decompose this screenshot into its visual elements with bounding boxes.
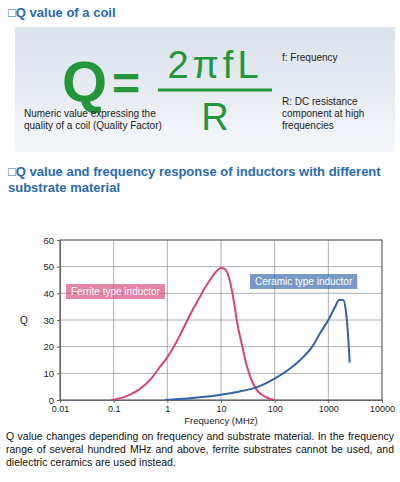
legend-item: Ceramic type inductor <box>250 274 357 289</box>
x-tick-label: 10 <box>216 404 226 414</box>
grid-line-y <box>60 346 382 347</box>
y-tick-label: 0 <box>49 395 54 406</box>
y-tick-mark <box>57 267 60 268</box>
x-tick-label: 100 <box>268 404 283 414</box>
x-tick: 10000 <box>370 400 395 414</box>
x-tick-mark <box>382 400 383 403</box>
legend-label: Ferrite type inductor <box>71 286 161 297</box>
formula-denominator: R <box>201 96 228 138</box>
y-axis-line <box>60 241 61 401</box>
fraction-bar <box>158 89 272 92</box>
y-tick: 0 <box>49 395 60 406</box>
formula-note: f: Frequency <box>282 52 390 64</box>
x-tick-mark <box>328 400 329 403</box>
x-tick-label: 1000 <box>319 404 339 414</box>
formula-numerator: 2πfL <box>167 44 262 86</box>
y-tick-mark <box>57 373 60 374</box>
legend-item: Ferrite type inductor <box>66 284 165 299</box>
y-tick-mark <box>57 320 60 321</box>
y-tick: 50 <box>43 261 60 272</box>
y-tick-label: 10 <box>43 368 54 379</box>
formula-note: R: DC resistance component at high frequ… <box>282 96 390 132</box>
y-tick-mark <box>57 240 60 241</box>
x-tick: 100 <box>268 400 283 414</box>
legend-box <box>66 284 165 299</box>
plot-background <box>60 240 382 400</box>
x-tick-label: 1 <box>165 404 170 414</box>
y-tick-mark <box>57 400 60 401</box>
y-tick-label: 40 <box>43 288 54 299</box>
y-tick: 30 <box>43 315 60 326</box>
x-tick-mark <box>275 400 276 403</box>
y-tick-label: 60 <box>43 235 54 246</box>
chart-title: □Q value and frequency response of induc… <box>8 164 388 196</box>
x-tick: 1000 <box>319 400 339 414</box>
y-tick: 40 <box>43 288 60 299</box>
grid-line-y <box>60 320 382 321</box>
y-tick: 20 <box>43 341 60 352</box>
formula-box <box>15 27 395 152</box>
x-tick-mark <box>167 400 168 403</box>
x-tick: 0.01 <box>52 400 70 414</box>
x-tick-mark <box>114 400 115 403</box>
x-tick-label: 0.1 <box>108 404 121 414</box>
heading: □Q value of a coil <box>8 5 388 21</box>
x-tick: 0.1 <box>108 400 121 414</box>
formula-lhs: Q <box>62 49 107 114</box>
y-tick-label: 20 <box>43 341 54 352</box>
formula-description: Numeric value expressing the quality of … <box>24 108 164 132</box>
y-tick: 60 <box>43 235 60 246</box>
y-axis: 0 10 20 30 40 50 60 <box>43 235 60 406</box>
y-tick-mark <box>57 347 60 348</box>
x-tick: 1 <box>165 400 170 414</box>
caption: Q value changes depending on frequency a… <box>6 430 394 469</box>
series-line <box>165 300 350 400</box>
formula-equals: = <box>112 57 140 110</box>
y-axis-title: Q <box>20 315 28 326</box>
x-axis: 0.01 0.1 1 10 100 1000 10000 <box>52 400 395 414</box>
grid <box>60 240 382 400</box>
y-tick-label: 30 <box>43 315 54 326</box>
page-svg: Q=2πfLR0.010.111010010001000001020304050… <box>0 0 400 482</box>
y-tick: 10 <box>43 368 60 379</box>
x-tick-label: 0.01 <box>52 404 70 414</box>
x-tick-label: 10000 <box>370 404 395 414</box>
y-tick-label: 50 <box>43 261 54 272</box>
grid-line-y <box>60 373 382 374</box>
plot-frame <box>60 240 382 400</box>
x-tick-mark <box>221 400 222 403</box>
y-tick-mark <box>57 293 60 294</box>
x-tick: 10 <box>216 400 226 414</box>
x-axis-title: Frequency (MHz) <box>184 415 257 426</box>
legend-box <box>250 274 357 289</box>
legend-label: Ceramic type inductor <box>255 276 353 287</box>
